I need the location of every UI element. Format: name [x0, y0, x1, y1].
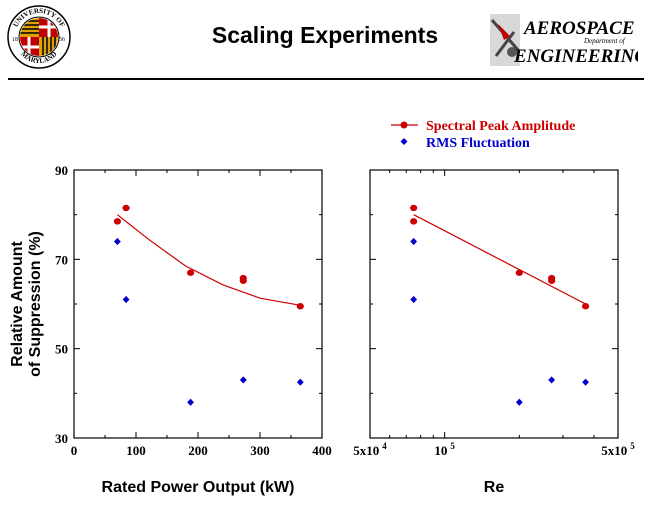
- right-fit-line: [413, 214, 586, 305]
- legend-label-rms: RMS Fluctuation: [426, 136, 530, 151]
- y-tick-label: 50: [55, 342, 68, 357]
- y-axis-label-line2: of Suppression (%): [27, 231, 44, 377]
- data-point-spectral: [515, 269, 523, 276]
- right-y-ticks: [370, 169, 618, 439]
- data-point-spectral: [581, 303, 590, 310]
- data-point-rms: [548, 376, 556, 384]
- data-point-rms: [239, 376, 247, 384]
- data-point-rms: [114, 237, 121, 246]
- y-tick-label: 70: [55, 252, 68, 267]
- left-data-points: [113, 204, 304, 406]
- x-tick-label: 5x10 4: [353, 441, 387, 458]
- data-point-spectral: [548, 274, 556, 282]
- dept-line2: ENGINEERING: [513, 46, 638, 67]
- y-axis-label-line1: Relative Amount: [9, 241, 26, 367]
- left-fit-curve: [117, 214, 301, 306]
- dept-small: Department of: [583, 37, 626, 45]
- legend: Spectral Peak Amplitude RMS Fluctuation: [391, 119, 575, 151]
- left-x-axis-label: Rated Power Output (kW): [102, 479, 295, 496]
- data-point-spectral: [410, 204, 418, 212]
- data-point-rms: [187, 398, 194, 406]
- right-x-axis-label: Re: [484, 479, 505, 496]
- data-point-spectral: [186, 269, 195, 276]
- legend-label-spectral: Spectral Peak Amplitude: [426, 119, 575, 134]
- x-tick-label: 100: [126, 443, 146, 458]
- fit-line-spectral: [117, 214, 301, 306]
- data-point-rms: [296, 378, 304, 386]
- right-plot-frame: [369, 169, 619, 439]
- university-seal-logo: 18 56 UNIVERSITY OF MARYLAND: [7, 5, 71, 69]
- data-point-spectral: [239, 274, 247, 282]
- y-tick-label: 30: [55, 431, 68, 446]
- right-x-ticks: 5x10 4 10 5 5x10 5: [353, 170, 635, 458]
- data-point-rms: [410, 237, 418, 246]
- data-point-rms: [122, 295, 130, 304]
- seal-year-left: 18: [12, 37, 18, 43]
- left-x-ticks: 0 100 200 300 400: [71, 170, 332, 458]
- legend-marker-spectral: [400, 121, 408, 129]
- left-plot-frame: [73, 169, 323, 439]
- data-point-spectral: [410, 218, 418, 225]
- data-point-spectral: [296, 303, 304, 310]
- right-data-points: [410, 204, 590, 406]
- data-point-rms: [410, 295, 418, 304]
- left-y-ticks: 30 50 70 90: [55, 163, 322, 446]
- data-point-spectral: [122, 204, 130, 212]
- header-rule: [8, 78, 644, 80]
- aerospace-department-logo: AEROSPACE Department of ENGINEERING: [490, 14, 638, 67]
- x-tick-label: 5x10 5: [601, 441, 635, 458]
- fit-line-spectral: [413, 214, 586, 305]
- x-tick-label: 400: [312, 443, 332, 458]
- x-tick-label: 300: [250, 443, 270, 458]
- seal-year-right: 56: [59, 37, 65, 43]
- dept-line1: AEROSPACE: [523, 18, 635, 39]
- legend-marker-rms: [400, 138, 408, 145]
- y-tick-label: 90: [55, 163, 68, 178]
- page-title: Scaling Experiments: [211, 22, 439, 48]
- data-point-rms: [582, 378, 589, 386]
- data-point-spectral: [113, 218, 121, 225]
- x-tick-label: 200: [188, 443, 208, 458]
- x-tick-label: 0: [71, 443, 78, 458]
- x-tick-label: 10 5: [434, 441, 455, 458]
- data-point-rms: [515, 398, 523, 406]
